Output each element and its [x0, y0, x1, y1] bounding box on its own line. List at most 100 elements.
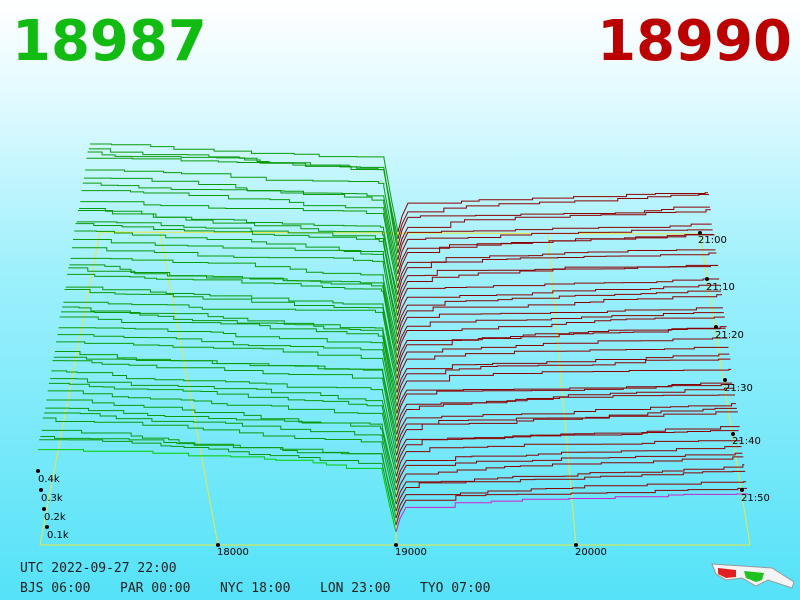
bid-curve: [60, 311, 398, 400]
bid-curve: [90, 143, 399, 233]
ask-curve: [397, 229, 713, 268]
price-label: 19000: [395, 547, 427, 558]
ask-curve: [396, 294, 722, 337]
tick-dot: [723, 378, 727, 382]
ask-curve: [396, 326, 727, 372]
bid-curve: [75, 223, 398, 316]
ask-curve: [396, 337, 728, 379]
bid-curve: [53, 356, 398, 442]
bid-curve: [83, 177, 399, 267]
ask-curve: [395, 464, 745, 505]
bid-curve: [48, 382, 397, 470]
glasses-green-lens: [744, 571, 764, 582]
price-label: 20000: [575, 547, 607, 558]
ask-curve: [397, 264, 719, 309]
ask-curve: [395, 430, 739, 463]
ask-curve: [396, 394, 735, 435]
ask-curve: [395, 493, 748, 533]
bid-curve: [64, 288, 398, 379]
tick-dot: [42, 507, 46, 511]
bid-curve: [76, 221, 398, 309]
ask-curve: [397, 252, 717, 295]
ask-curve: [396, 383, 734, 421]
ask-curve: [395, 452, 743, 491]
tick-dot: [714, 325, 718, 329]
ask-curve: [396, 307, 723, 344]
bid-curve: [69, 264, 398, 351]
ask-curve: [396, 382, 733, 414]
ask-curve: [396, 353, 730, 393]
tick-dot: [740, 488, 744, 492]
bid-curve: [40, 436, 397, 519]
bid-curve: [81, 190, 399, 281]
bid-curve: [86, 157, 399, 254]
axis-labels: 18987 18990 18000 19000 20000 21:00 21:1…: [12, 9, 792, 596]
bid-curve: [82, 182, 399, 274]
bid-curve: [70, 257, 398, 344]
bid-curve: [59, 316, 398, 407]
ask-curve: [396, 312, 724, 351]
bid-curve: [38, 449, 397, 533]
ask-curve: [395, 470, 746, 512]
bid-curve: [71, 247, 398, 337]
bid-curve: [57, 334, 398, 421]
bid-curve: [42, 417, 397, 505]
tick-dot: [698, 231, 702, 235]
time-label: 21:50: [741, 493, 770, 504]
bid-curve: [52, 360, 398, 449]
depth-label: 0.3k: [41, 493, 63, 504]
tick-dot: [39, 488, 43, 492]
city-time: BJS 06:00: [20, 581, 90, 596]
ask-curve: [395, 481, 747, 519]
bid-curve: [68, 267, 398, 358]
ask-curve: [397, 233, 714, 274]
ask-curve: [397, 209, 711, 254]
time-label: 21:40: [732, 436, 761, 447]
bid-curve: [77, 209, 399, 302]
depth-label: 0.4k: [38, 474, 60, 485]
bid-curve: [58, 327, 398, 414]
city-time: PAR 00:00: [120, 581, 190, 596]
ask-curve: [396, 316, 725, 358]
city-time: TYO 07:00: [420, 581, 490, 596]
ask-curve: [395, 426, 740, 470]
tick-dot: [45, 525, 49, 529]
city-time: LON 23:00: [320, 581, 390, 596]
bid-curve: [51, 370, 397, 456]
time-label: 21:10: [706, 282, 735, 293]
ask-curve: [397, 206, 710, 247]
tick-dot: [394, 543, 398, 547]
bid-curve: [63, 301, 398, 386]
glasses-red-lens: [718, 568, 736, 578]
bid-curve: [56, 341, 398, 428]
3d-glasses-icon[interactable]: [711, 563, 795, 589]
price-label: 18000: [217, 547, 249, 558]
ask-curve: [396, 403, 736, 442]
tick-dot: [731, 432, 735, 436]
ask-price: 18990: [597, 9, 792, 74]
bid-curve: [47, 390, 397, 477]
ask-curve: [396, 290, 722, 330]
time-label: 21:00: [698, 235, 727, 246]
ask-curve: [396, 411, 738, 456]
tick-dot: [705, 277, 709, 281]
depth-curves: [38, 143, 748, 533]
ask-curve: [395, 456, 744, 498]
bid-curve: [74, 230, 398, 323]
bid-price: 18987: [12, 9, 207, 74]
ask-curve: [396, 346, 729, 386]
bid-curve: [45, 407, 397, 491]
bid-curve: [65, 286, 398, 372]
price-grid-line: [159, 231, 219, 546]
depth-label: 0.1k: [47, 530, 69, 541]
tick-dot: [574, 543, 578, 547]
bid-curve: [62, 306, 398, 393]
time-label: 21:20: [715, 330, 744, 341]
ask-curve: [397, 234, 715, 281]
utc-time: UTC 2022-09-27 22:00: [20, 561, 177, 576]
price-grid-line: [395, 232, 399, 546]
bid-curve: [44, 412, 397, 498]
ask-curve: [397, 192, 708, 233]
